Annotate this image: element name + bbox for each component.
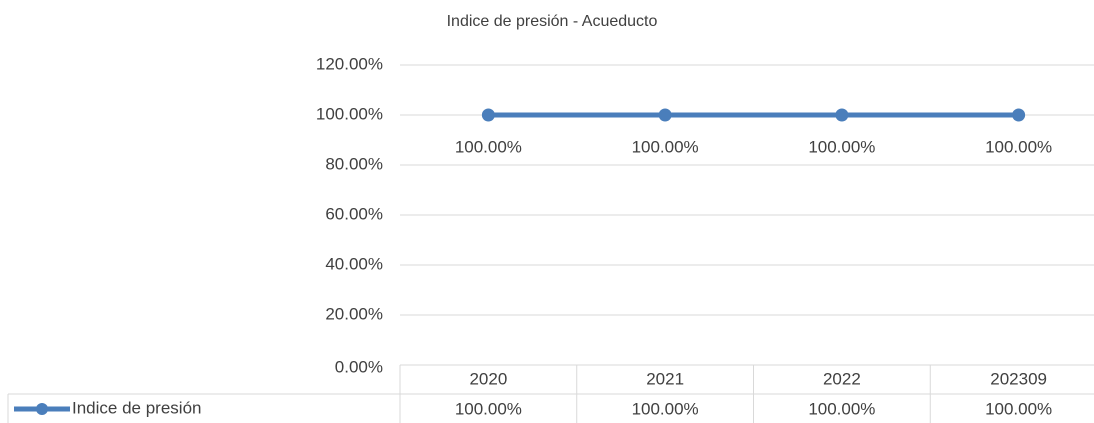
- point: [481, 108, 495, 122]
- y-tick-label: 40.00%: [325, 254, 383, 273]
- legend-label: Indice de presión: [72, 398, 201, 417]
- x-tick-label: 2020: [469, 369, 507, 388]
- y-tick-label: 100.00%: [316, 104, 383, 123]
- point: [658, 108, 672, 122]
- x-tick-label: 202309: [990, 369, 1047, 388]
- table-value: 100.00%: [808, 399, 875, 418]
- y-tick-label: 0.00%: [335, 357, 383, 376]
- y-tick-label: 60.00%: [325, 204, 383, 223]
- chart-title: Indice de presión - Acueducto: [447, 13, 658, 30]
- data-label: 100.00%: [455, 137, 522, 156]
- table-value: 100.00%: [985, 399, 1052, 418]
- data-label: 100.00%: [632, 137, 699, 156]
- data-label: 100.00%: [985, 137, 1052, 156]
- point: [1012, 108, 1026, 122]
- y-tick-label: 120.00%: [316, 54, 383, 73]
- data-label: 100.00%: [808, 137, 875, 156]
- y-tick-label: 20.00%: [325, 304, 383, 323]
- table-value: 100.00%: [455, 399, 522, 418]
- table-value: 100.00%: [632, 399, 699, 418]
- legend-marker: [36, 403, 48, 415]
- x-tick-label: 2021: [646, 369, 684, 388]
- point: [835, 108, 849, 122]
- x-tick-label: 2022: [823, 369, 861, 388]
- y-tick-label: 80.00%: [325, 154, 383, 173]
